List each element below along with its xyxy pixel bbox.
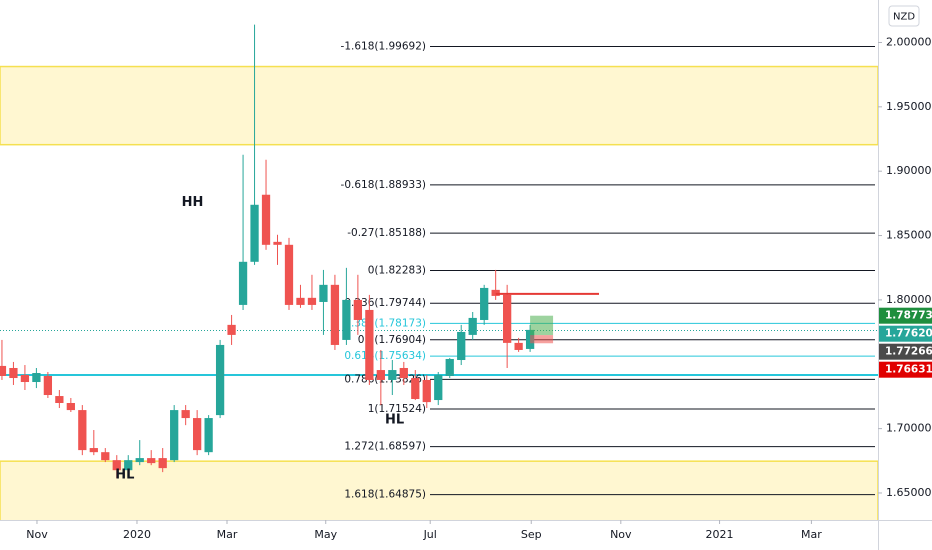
candle-body	[353, 299, 363, 320]
candle-body	[0, 365, 7, 376]
candle-body	[365, 309, 374, 380]
y-tick-label: 1.95000	[886, 100, 932, 113]
candle-body	[342, 299, 351, 340]
annotation: HL	[115, 468, 134, 483]
candle-body	[480, 287, 489, 320]
fib-label: 0(1.82283)	[368, 265, 426, 277]
candle-body	[284, 244, 294, 305]
price-label-box	[879, 307, 932, 324]
fib-label: 0.618(1.75634)	[344, 350, 426, 362]
fib-label: 0.382(1.78173)	[344, 317, 426, 329]
fib-label: 1.618(1.64875)	[344, 489, 426, 501]
x-tick-label: Mar	[217, 528, 238, 541]
candle-body	[319, 284, 328, 302]
candle-body	[457, 331, 466, 361]
x-tick-label: Jul	[423, 528, 437, 541]
candle-body	[445, 358, 454, 376]
zone	[0, 460, 878, 520]
candle-body	[215, 344, 225, 416]
candle-body	[55, 396, 64, 403]
x-tick-label: Mar	[801, 528, 822, 541]
fib-label: 1.272(1.68597)	[344, 441, 426, 453]
y-tick-label: 1.85000	[886, 229, 932, 242]
price-label: 1.77266	[885, 346, 932, 358]
price-label-box	[879, 343, 932, 360]
y-tick-label: 1.90000	[886, 164, 932, 177]
candle-body	[422, 379, 431, 403]
currency-label: NZD	[893, 12, 915, 23]
candle-body	[296, 297, 305, 305]
candle-body	[181, 410, 190, 419]
candle-body	[238, 261, 248, 305]
y-tick-label: 1.70000	[886, 422, 932, 435]
x-tick-label: 2020	[123, 528, 151, 541]
fib-label: 0.236(1.79744)	[344, 297, 426, 309]
price-label-box	[879, 361, 932, 378]
candle-body	[32, 373, 41, 383]
fib-label: 0.5(1.76904)	[358, 334, 426, 346]
candle-body	[273, 241, 282, 245]
candle-body	[101, 452, 110, 461]
fib-label: -1.618(1.99692)	[341, 40, 426, 52]
candle-body	[43, 375, 53, 396]
plot-area: -1.618(1.99692) -0.618(1.88933) -0.27(1.85…	[0, 24, 878, 520]
candle-body	[307, 297, 317, 305]
candle-body	[170, 410, 179, 461]
y-tick-label: 1.80000	[886, 293, 932, 306]
candle-body	[9, 367, 18, 379]
candle-body	[112, 460, 121, 471]
x-tick-label: 2021	[706, 528, 734, 541]
candle-body	[89, 448, 98, 453]
candle-body	[227, 324, 236, 335]
price-label-box	[879, 325, 932, 342]
x-tick-label: May	[314, 528, 337, 541]
candle-body	[135, 458, 144, 463]
y-tick-label: 2.00000	[886, 35, 932, 48]
candle-body	[124, 460, 133, 471]
candle-body	[250, 204, 259, 262]
candle-body	[468, 317, 477, 335]
candle-body	[261, 194, 271, 245]
zone	[0, 65, 878, 146]
candle-body	[20, 374, 30, 383]
candle-body	[193, 418, 202, 451]
price-label: 1.77620	[885, 328, 932, 340]
annotation: HH	[182, 195, 204, 210]
currency-button[interactable]	[888, 5, 920, 27]
price-label: 1.78773	[885, 310, 932, 322]
candle-body	[330, 284, 340, 345]
candle-body	[411, 378, 420, 400]
candle-body	[147, 458, 156, 464]
candle-body	[376, 370, 385, 380]
position-stop	[530, 335, 554, 344]
price-label: 1.76631	[885, 364, 932, 376]
candle-body	[503, 294, 512, 343]
fib-label: -0.618(1.88933)	[341, 179, 426, 191]
candle-body	[78, 410, 87, 451]
x-tick-label: Nov	[610, 528, 632, 541]
y-tick-label: 1.65000	[886, 486, 932, 499]
x-tick-label: Sep	[521, 528, 542, 541]
candle-body	[66, 403, 75, 411]
candle-body	[399, 367, 408, 379]
candle-body	[388, 370, 397, 380]
candle-body	[204, 418, 213, 453]
fib-label: -0.27(1.85188)	[347, 227, 426, 239]
annotation: HL	[385, 413, 404, 428]
fib-label: 1(1.71524)	[368, 403, 426, 415]
candle-body	[514, 342, 523, 350]
position-target	[530, 315, 554, 336]
x-tick-label: Nov	[26, 528, 48, 541]
candle-body	[434, 374, 443, 401]
candle-body	[158, 458, 167, 469]
